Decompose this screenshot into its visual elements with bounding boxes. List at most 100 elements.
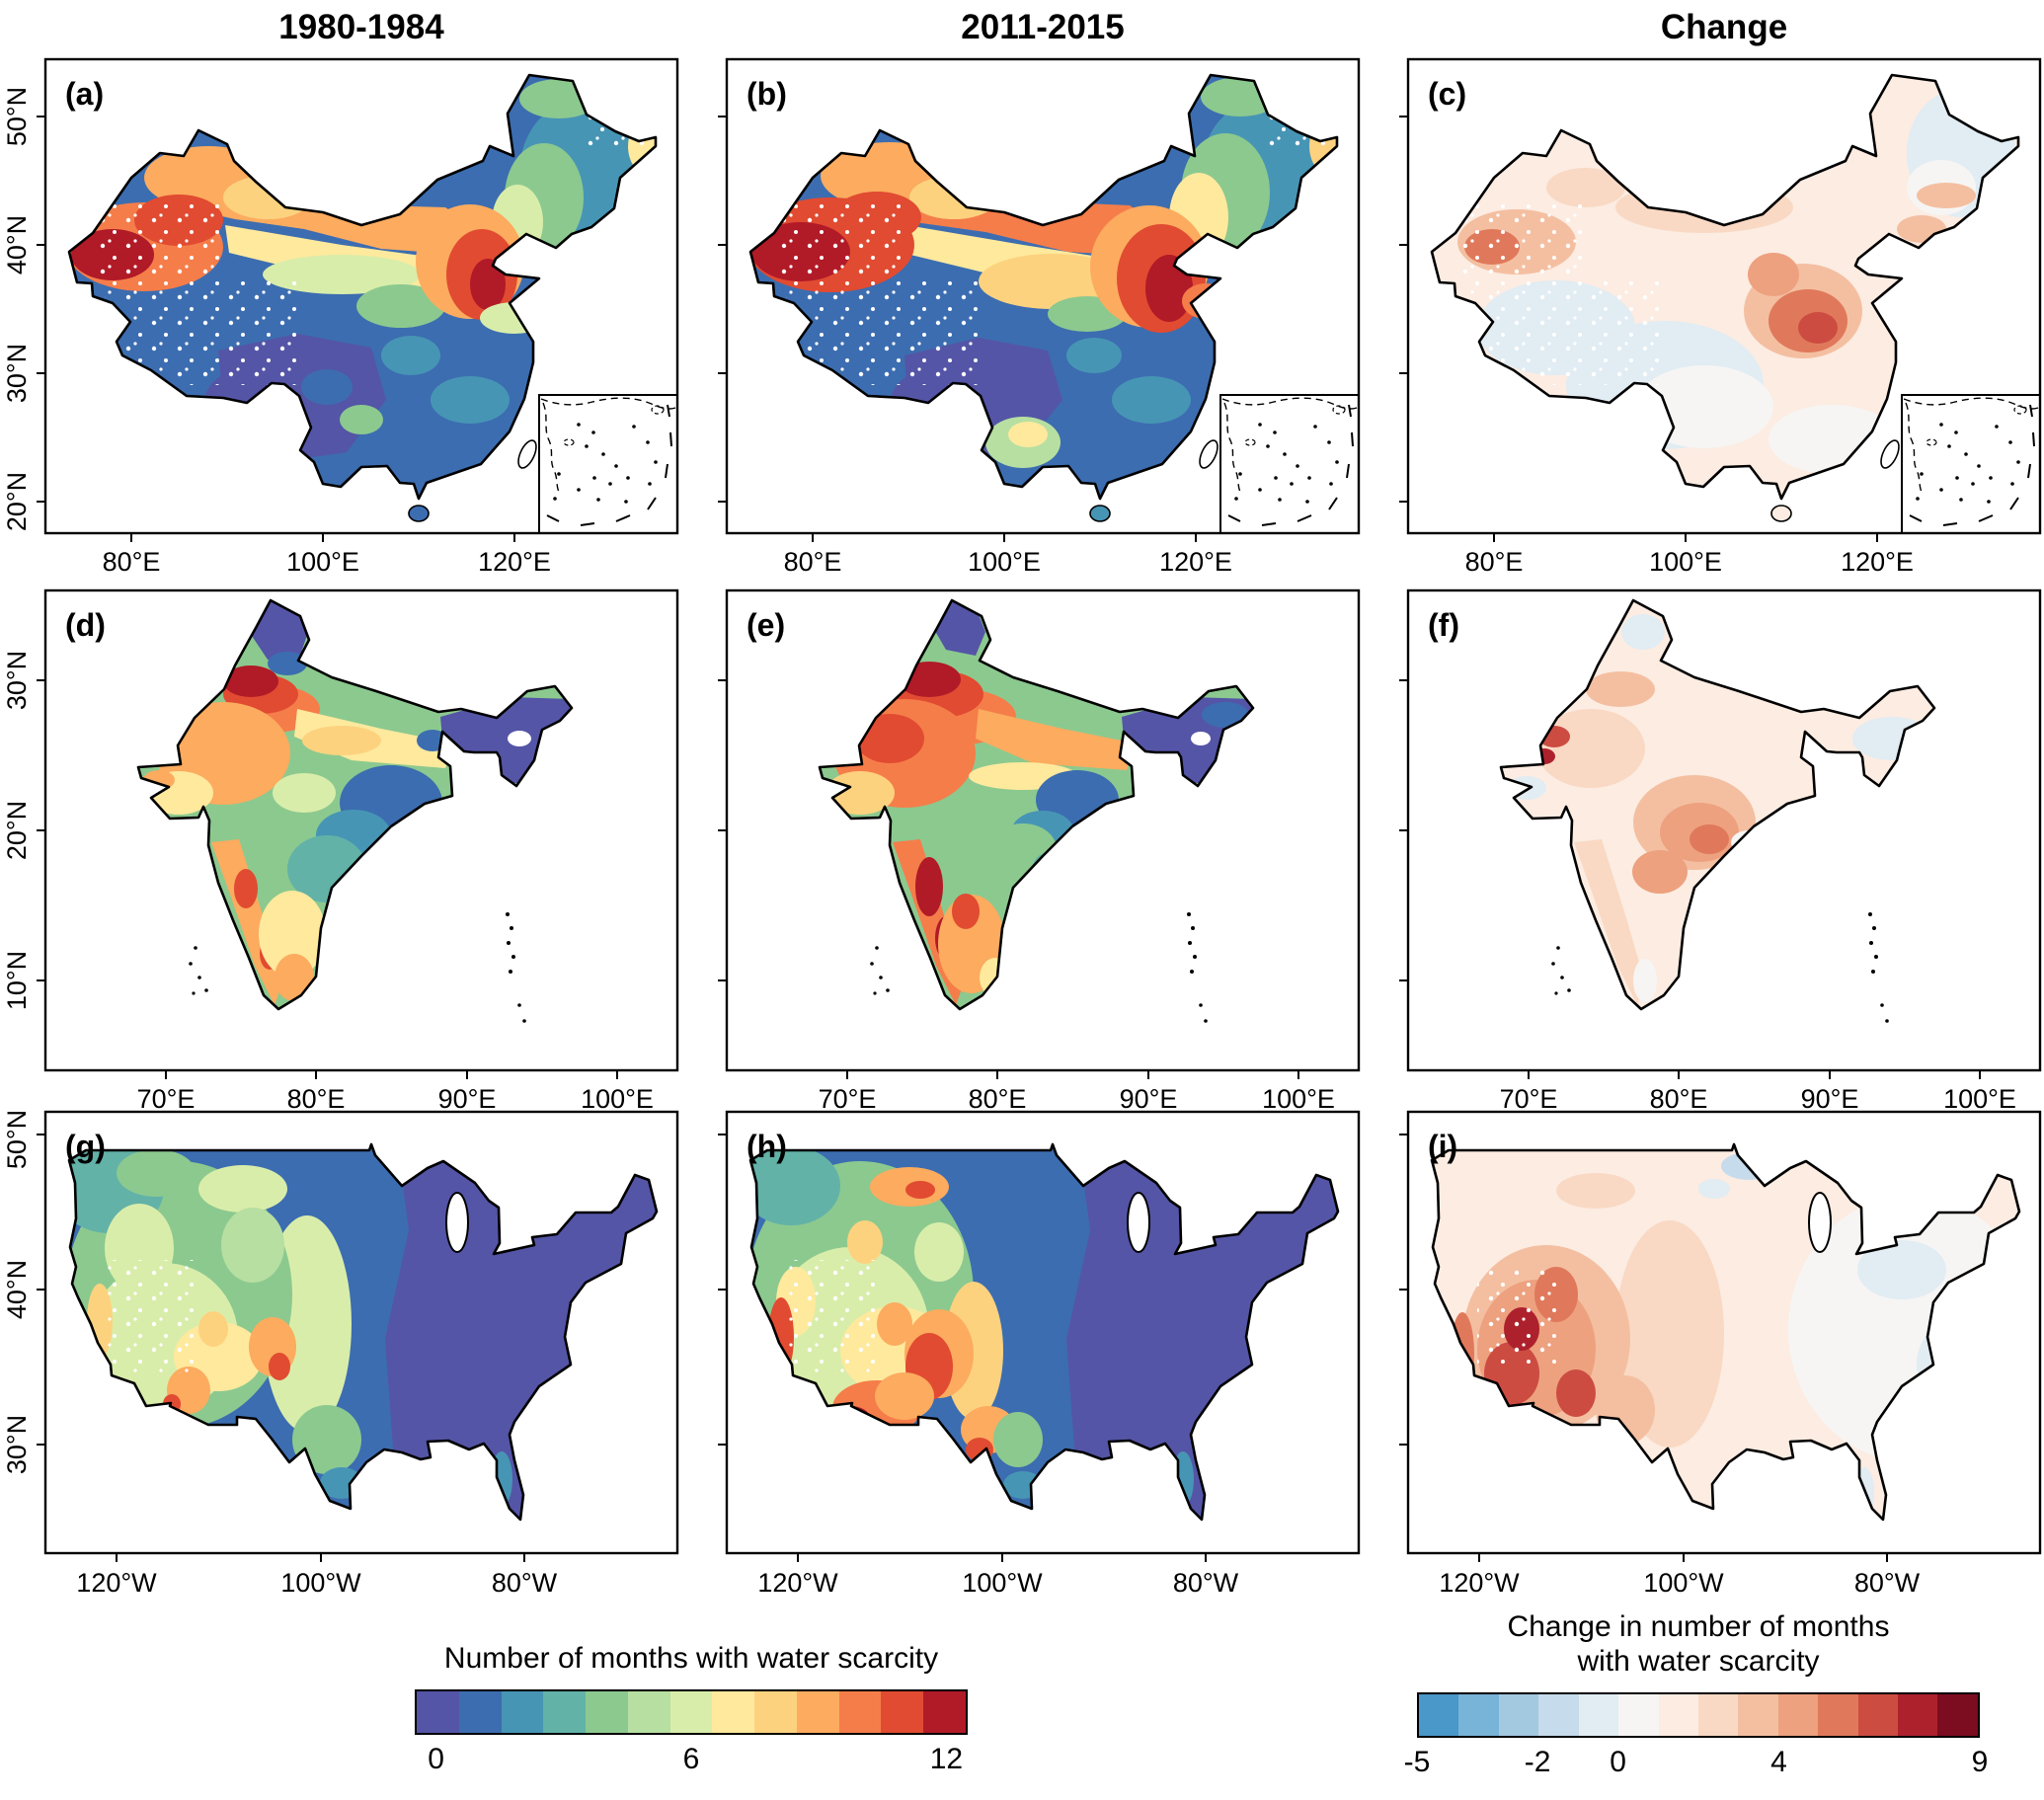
colorbar-tick-label: 0 [428,1743,444,1775]
axis-ticks [1399,1134,1888,1562]
panel-c: (c) 80°E 100°E 120°E [1363,57,2044,587]
panel-e: (e) 70°E 80°E 90°E 100°E [681,588,1363,1128]
column-title-2011-2015: 2011-2015 [961,8,1125,46]
panel-g: (g) 120°W 100°W 80°W 50°N 40°N 30°N [0,1110,681,1607]
x-tick-label: 100°E [286,547,359,577]
x-tick-label: 70°E [819,1084,877,1114]
colorbar-scarcity-bar [415,1689,968,1735]
panel-letter-c: (c) [1428,76,1466,112]
panel-g-map-usa-1980-1984: (g) 120°W 100°W 80°W 50°N 40°N 30°N [2,1110,679,1598]
x-tick-label: 80°W [1854,1568,1921,1598]
south-china-sea-inset [538,394,678,534]
axis-ticks [1399,679,1981,1079]
plot-border [43,1110,679,1555]
axis-ticks [718,1134,1207,1562]
x-tick-label: 80°W [492,1568,558,1598]
axis-ticks [718,679,1299,1079]
colorbar-scarcity-ticks: 0 6 12 [415,1743,968,1780]
y-tick-label: 30°N [2,1415,32,1474]
y-tick-label: 40°N [2,1260,32,1319]
plot-border [1406,1110,2042,1555]
colorbar-change-ticks: -5 -2 0 4 9 [1404,1746,1989,1783]
x-tick-label: 120°E [1841,547,1914,577]
panel-letter-b: (b) [747,76,787,112]
y-tick-label: 50°N [2,1110,32,1169]
colorbar-scarcity-title: Number of months with water scarcity [443,1642,939,1675]
hainan-island [1770,505,1792,522]
plot-border [725,1110,1361,1555]
x-tick-label: 80°E [287,1084,346,1114]
x-tick-label: 120°W [1439,1568,1520,1598]
x-tick-label: 70°E [137,1084,196,1114]
hainan-island [1089,505,1111,522]
panel-letter-f: (f) [1428,607,1459,643]
great-lakes [1127,1192,1150,1253]
panel-b: (b) 80°E 100°E 120°E [681,57,1363,587]
taiwan-island [1880,439,1900,469]
x-tick-label: 100°E [1943,1084,2016,1114]
plot-border [725,57,1361,535]
x-tick-label: 80°E [103,547,161,577]
plot-border [43,57,679,535]
x-tick-label: 100°E [1649,547,1722,577]
x-tick-label: 90°E [1120,1084,1178,1114]
y-tick-label: 20°N [2,472,32,531]
axis-ticks [37,116,515,542]
x-tick-label: 100°W [962,1568,1043,1598]
y-tick-label: 10°N [2,951,32,1010]
column-title-1980-1984: 1980-1984 [278,8,444,46]
colorbar-tick-label: 12 [929,1743,964,1775]
panel-a-map-china-1980-1984: (a) 80°E 100°E 120°E 50°N 40°N 30°N 20°N [2,57,679,577]
plot-border [1406,57,2042,535]
hainan-island [408,505,430,522]
y-tick-label: 30°N [2,344,32,403]
colorbar-tick-label: 6 [682,1743,700,1775]
panel-letter-h: (h) [747,1129,787,1164]
panel-i-map-usa-change: (i) 120°W 100°W 80°W [1399,1110,2042,1598]
panel-a: (a) 80°E 100°E 120°E 50°N 40°N 30°N 20°N [0,57,681,587]
x-tick-label: 70°E [1500,1084,1558,1114]
colorbar-tick-label: 0 [1610,1746,1626,1778]
axis-ticks [1399,116,1878,542]
colorbar-change-bar [1417,1692,1980,1738]
colorbar-scarcity: Number of months with water scarcity 0 6 1… [346,1641,1037,1780]
colorbar-tick-label: -5 [1403,1746,1431,1778]
axis-ticks [37,679,618,1079]
great-lakes [1808,1192,1832,1253]
south-china-sea-inset [1901,394,2041,534]
panel-f: (f) 70°E 80°E 90°E 100°E [1363,588,2044,1128]
y-tick-label: 40°N [2,215,32,274]
colorbar-tick-label: 9 [1971,1746,1989,1778]
y-tick-label: 50°N [2,87,32,146]
great-lakes [445,1192,469,1253]
panel-h-map-usa-2011-2015: (h) 120°W 100°W 80°W [718,1110,1361,1598]
panel-letter-i: (i) [1428,1129,1457,1164]
x-tick-label: 90°E [1801,1084,1859,1114]
x-tick-label: 120°W [757,1568,838,1598]
colorbar-change-title-line2: with water scarcity [1577,1645,1820,1678]
x-tick-label: 100°E [1262,1084,1335,1114]
panel-letter-a: (a) [65,76,104,112]
colorbar-change-title-line1: Change in number of months [1507,1610,1890,1643]
panel-i: (i) 120°W 100°W 80°W [1363,1110,2044,1607]
x-tick-label: 80°W [1173,1568,1239,1598]
taiwan-island [1199,439,1219,469]
axis-ticks [718,116,1197,542]
panel-h: (h) 120°W 100°W 80°W [681,1110,1363,1607]
panel-d-map-india-1980-1984: (d) 70°E 80°E 90°E 100°E 30°N 20°N 10°N [2,588,679,1114]
x-tick-label: 120°E [1159,547,1232,577]
x-tick-label: 100°W [1643,1568,1724,1598]
x-tick-label: 100°W [280,1568,361,1598]
panel-letter-g: (g) [65,1129,106,1164]
x-tick-label: 80°E [784,547,842,577]
x-tick-label: 100°E [968,547,1041,577]
column-title-change: Change [1660,8,1788,46]
panel-letter-e: (e) [747,607,785,643]
colorbar-tick-label: -2 [1524,1746,1551,1778]
colorbar-tick-label: 4 [1770,1746,1787,1778]
panel-c-map-china-change: (c) 80°E 100°E 120°E [1399,57,2042,577]
y-tick-label: 30°N [2,651,32,710]
panel-e-map-india-2011-2015: (e) 70°E 80°E 90°E 100°E [718,588,1361,1114]
y-tick-label: 20°N [2,801,32,860]
